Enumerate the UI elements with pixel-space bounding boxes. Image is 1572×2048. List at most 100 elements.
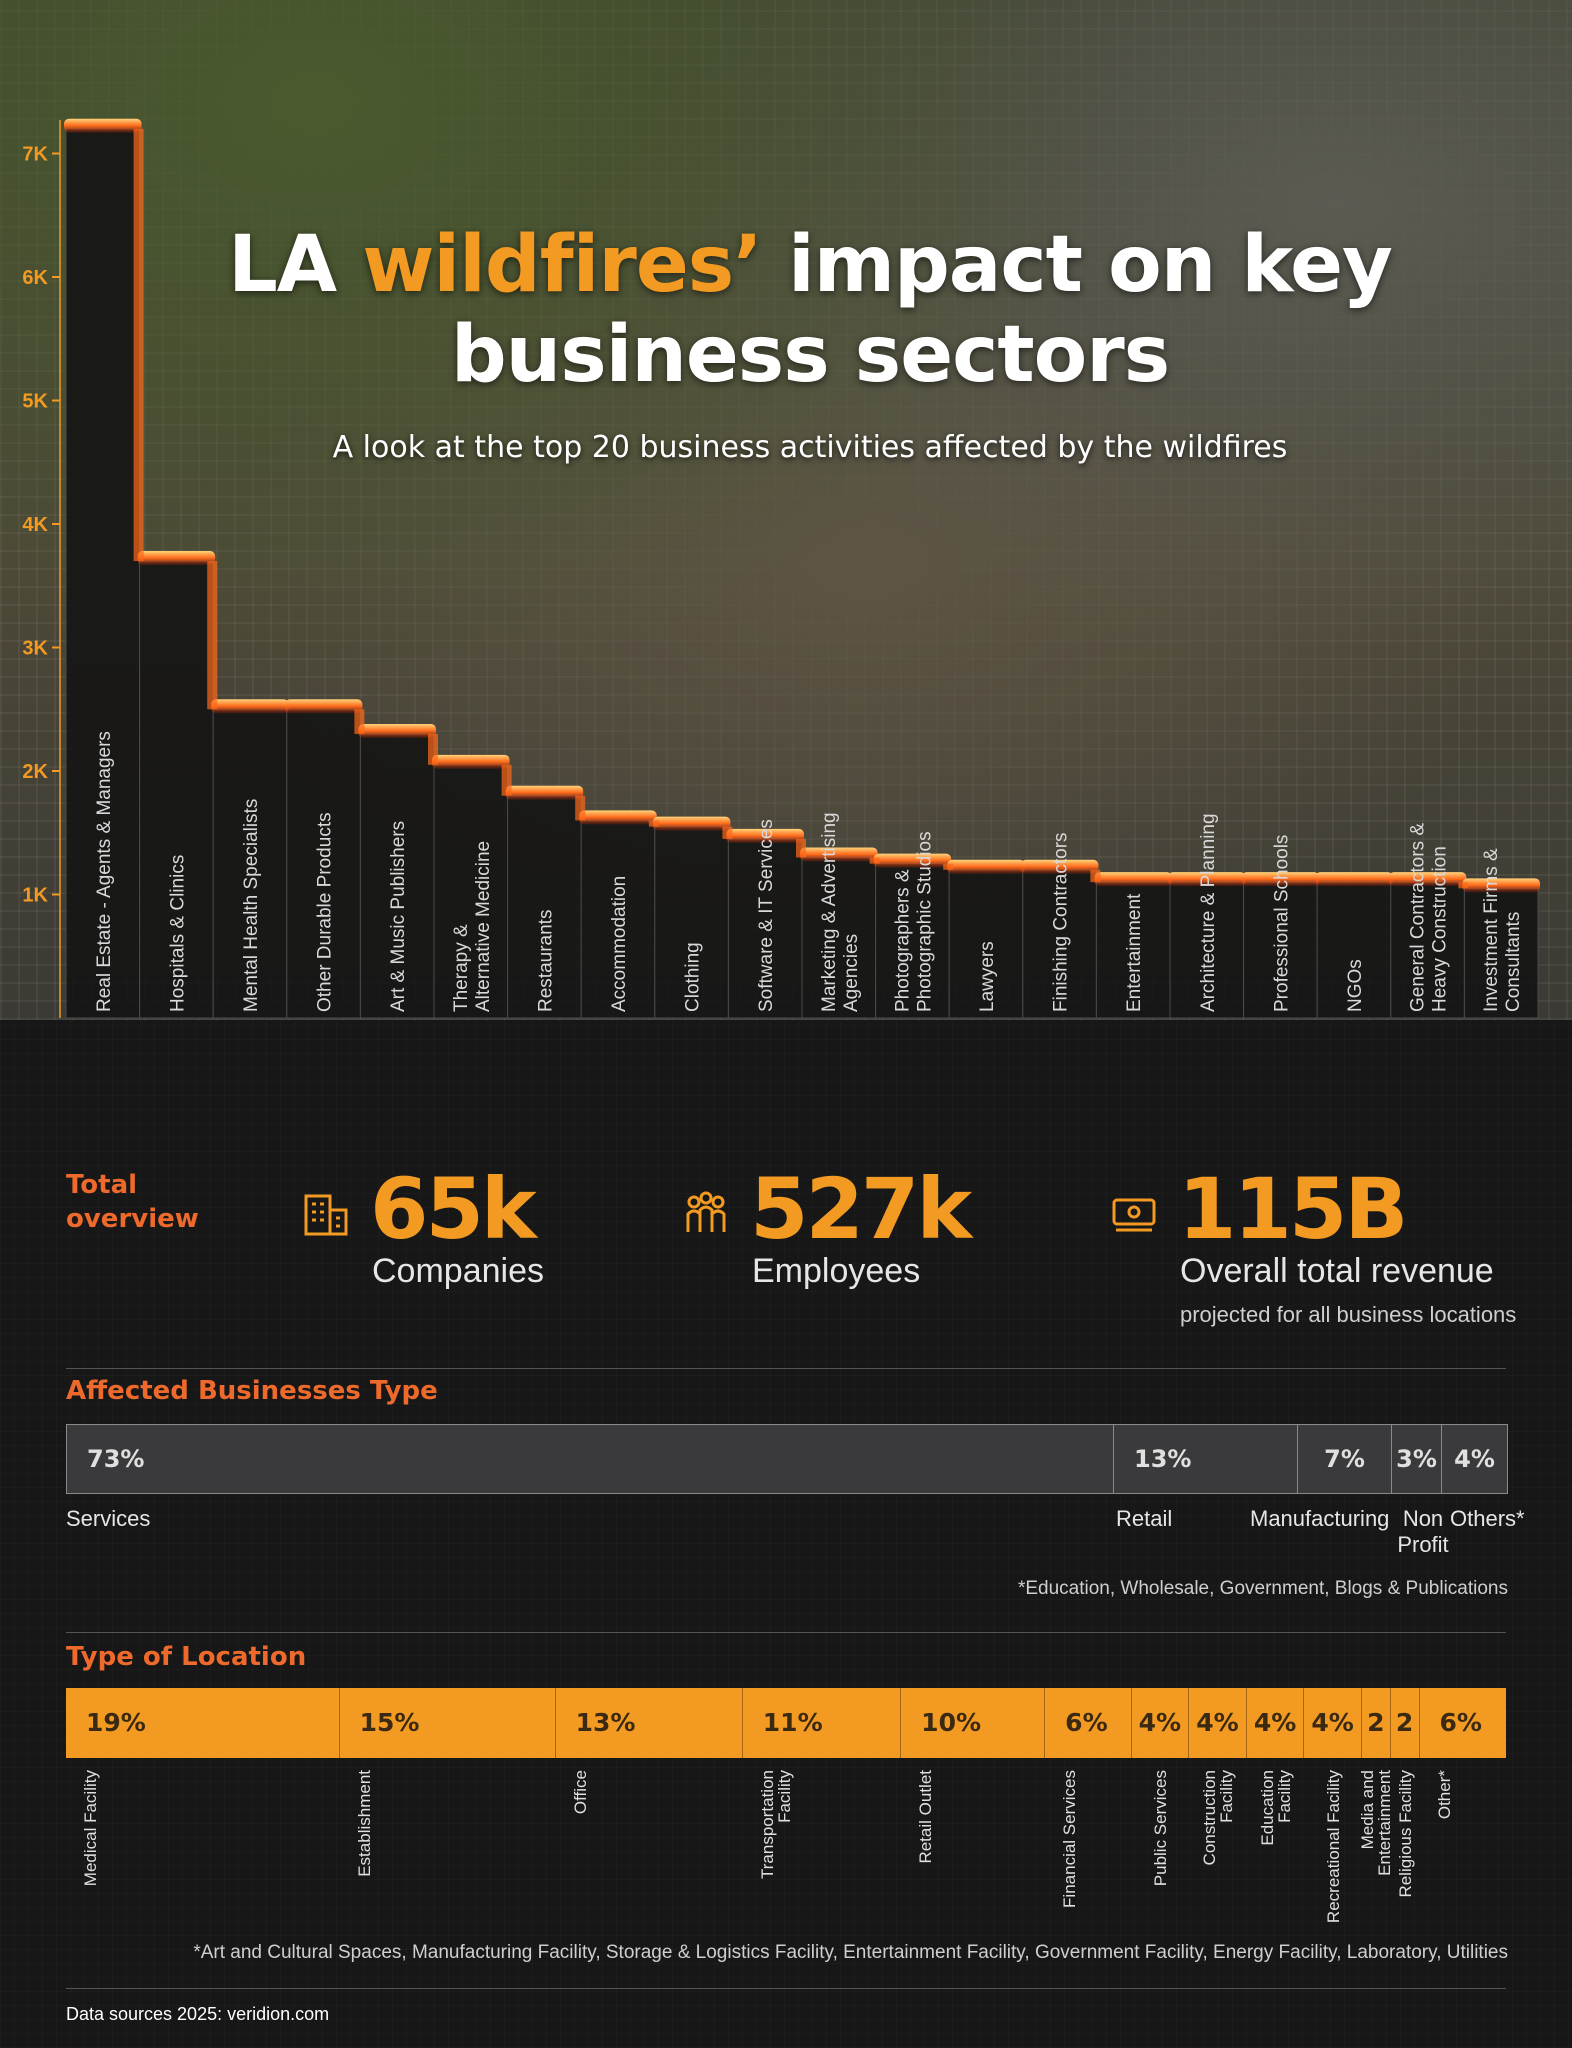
fire-edge-7 [505, 785, 584, 800]
category-label-20: Investment Firms &Consultants [1481, 848, 1524, 1012]
fire-step-12 [869, 857, 880, 864]
revenue-value: 115B [1178, 1160, 1408, 1258]
bar-19 [1390, 881, 1465, 1019]
location-segment-pct: 4% [1196, 1708, 1239, 1737]
location-segment-9: 4% [1246, 1688, 1305, 1758]
fire-edge-18 [1315, 872, 1393, 887]
fire-edge-19 [1388, 872, 1467, 887]
category-label-4: Other Durable Products [315, 812, 336, 1012]
location-label-12: Religious Facility [1395, 1770, 1415, 1898]
divider [66, 1988, 1506, 1989]
money-icon [1112, 1198, 1156, 1232]
bar-18 [1316, 881, 1392, 1019]
fire-step-3 [207, 561, 218, 710]
title-block: LA wildfires’ impact on key business sec… [180, 220, 1440, 465]
subtitle: A look at the top 20 business activities… [332, 430, 1288, 465]
location-segment-pct: 2 [1367, 1708, 1385, 1737]
employees-value: 527k [750, 1160, 972, 1258]
business-label-retail: Retail [1116, 1506, 1173, 1531]
location-segment-10: 4% [1304, 1688, 1362, 1758]
category-label-18: NGOs [1345, 959, 1366, 1012]
category-label-5: Art & Music Publishers [388, 821, 409, 1012]
title-highlight: wildfires’ [362, 220, 762, 310]
fire-edge-11 [800, 847, 878, 862]
fire-edge-5 [358, 723, 436, 738]
category-label-13: Lawyers [977, 941, 998, 1012]
fire-step-13 [943, 863, 954, 870]
category-label-10: Software & IT Services [756, 819, 777, 1012]
people-icon [686, 1191, 726, 1232]
location-segment-pct: 19% [86, 1708, 146, 1737]
location-segment-1: 19% [66, 1688, 340, 1758]
location-label-4: Transportation Facility [757, 1770, 794, 1879]
total-overview-label: Total overview [66, 1170, 199, 1234]
location-segment-4: 11% [742, 1688, 902, 1758]
fire-step-9 [648, 820, 659, 827]
business-type-footnote: *Education, Wholesale, Government, Blogs… [1017, 1578, 1508, 1599]
bar-3 [212, 708, 288, 1019]
business-segment-others: 4% [1442, 1424, 1508, 1494]
bar-20 [1463, 887, 1539, 1019]
y-tick-label: 7K [22, 144, 48, 166]
y-tick-label: 2K [22, 761, 48, 783]
business-segment-non-profit: 3% [1392, 1424, 1442, 1494]
location-type-labels: Medical Facility Establishment Office Trans… [66, 1770, 1506, 1930]
location-label-11: Media and Entertainment [1358, 1770, 1395, 1876]
fire-edge-14 [1020, 859, 1099, 874]
location-segment-pct: 11% [762, 1708, 823, 1737]
category-label-15: Entertainment [1124, 893, 1145, 1012]
fire-edge-8 [579, 810, 657, 825]
bar-16 [1169, 881, 1245, 1019]
business-type-bar: 73% 13% 7% 3% 4% [66, 1424, 1508, 1494]
fire-edge-15 [1094, 872, 1172, 887]
location-segment-pct: 13% [575, 1708, 636, 1737]
divider [66, 1368, 1506, 1369]
location-label-7: Public Services [1150, 1770, 1170, 1887]
location-segment-2: 15% [339, 1688, 556, 1758]
business-segment-manufacturing: 7% [1298, 1424, 1392, 1494]
location-label-2: Establishment [354, 1770, 374, 1877]
location-segment-pct: 6% [1439, 1708, 1482, 1737]
category-label-9: Clothing [683, 942, 704, 1012]
category-label-11: Marketing & AdvertisingAgencies [819, 812, 862, 1012]
location-segment-pct: 15% [359, 1708, 420, 1737]
location-segment-pct: 4% [1138, 1708, 1182, 1737]
bar-6 [433, 764, 509, 1019]
location-type-bar: 19% 15% 13% 11% 10% 6% 4% 4% 4% 4% 2 2 6% [66, 1688, 1506, 1758]
business-label-services: Services [66, 1506, 151, 1531]
building-icon [304, 1194, 348, 1236]
revenue-label: Overall total revenue [1180, 1252, 1494, 1290]
location-segment-7: 4% [1131, 1688, 1190, 1758]
fire-step-10 [722, 826, 733, 839]
fire-step-11 [796, 838, 806, 858]
category-label-2: Hospitals & Clinics [167, 855, 188, 1012]
location-label-13: Other* [1434, 1770, 1454, 1820]
fire-edge-4 [284, 699, 363, 714]
location-segment-6: 6% [1045, 1688, 1132, 1758]
fire-step-5 [354, 709, 365, 734]
fire-edge-6 [432, 754, 510, 769]
business-activity-chart: 7K 6K 5K 4K 3K 2K 1K Real Estate - Agents & Ma… [22, 118, 1540, 1019]
location-type-title: Type of Location [66, 1642, 307, 1672]
category-label-17: Professional Schools [1271, 835, 1292, 1012]
fire-edge-2 [137, 551, 216, 566]
fire-edge-20 [1462, 878, 1540, 893]
bar-2 [139, 560, 214, 1019]
fire-step-2 [133, 128, 144, 562]
divider [66, 1632, 1506, 1633]
bar-4 [286, 708, 361, 1019]
category-label-1: Real Estate - Agents & Managers [94, 731, 115, 1012]
location-label-3: Office [570, 1770, 590, 1815]
location-label-9: Education Facility [1257, 1770, 1294, 1846]
fire-step-6 [428, 733, 438, 765]
location-type-footnote: *Art and Cultural Spaces, Manufacturing … [193, 1942, 1508, 1963]
dark-map-background [0, 1020, 1572, 2048]
business-label-manufacturing: Manufacturing [1250, 1506, 1390, 1531]
bar-9 [654, 826, 729, 1019]
fire-step-15 [1090, 869, 1101, 883]
y-tick-label: 1K [22, 885, 48, 907]
data-source: Data sources 2025: veridion.com [66, 2004, 330, 2024]
fire-step-20 [1458, 882, 1469, 889]
fire-edge-17 [1241, 872, 1320, 887]
category-label-6: Therapy &Alternative Medicine [451, 841, 494, 1012]
